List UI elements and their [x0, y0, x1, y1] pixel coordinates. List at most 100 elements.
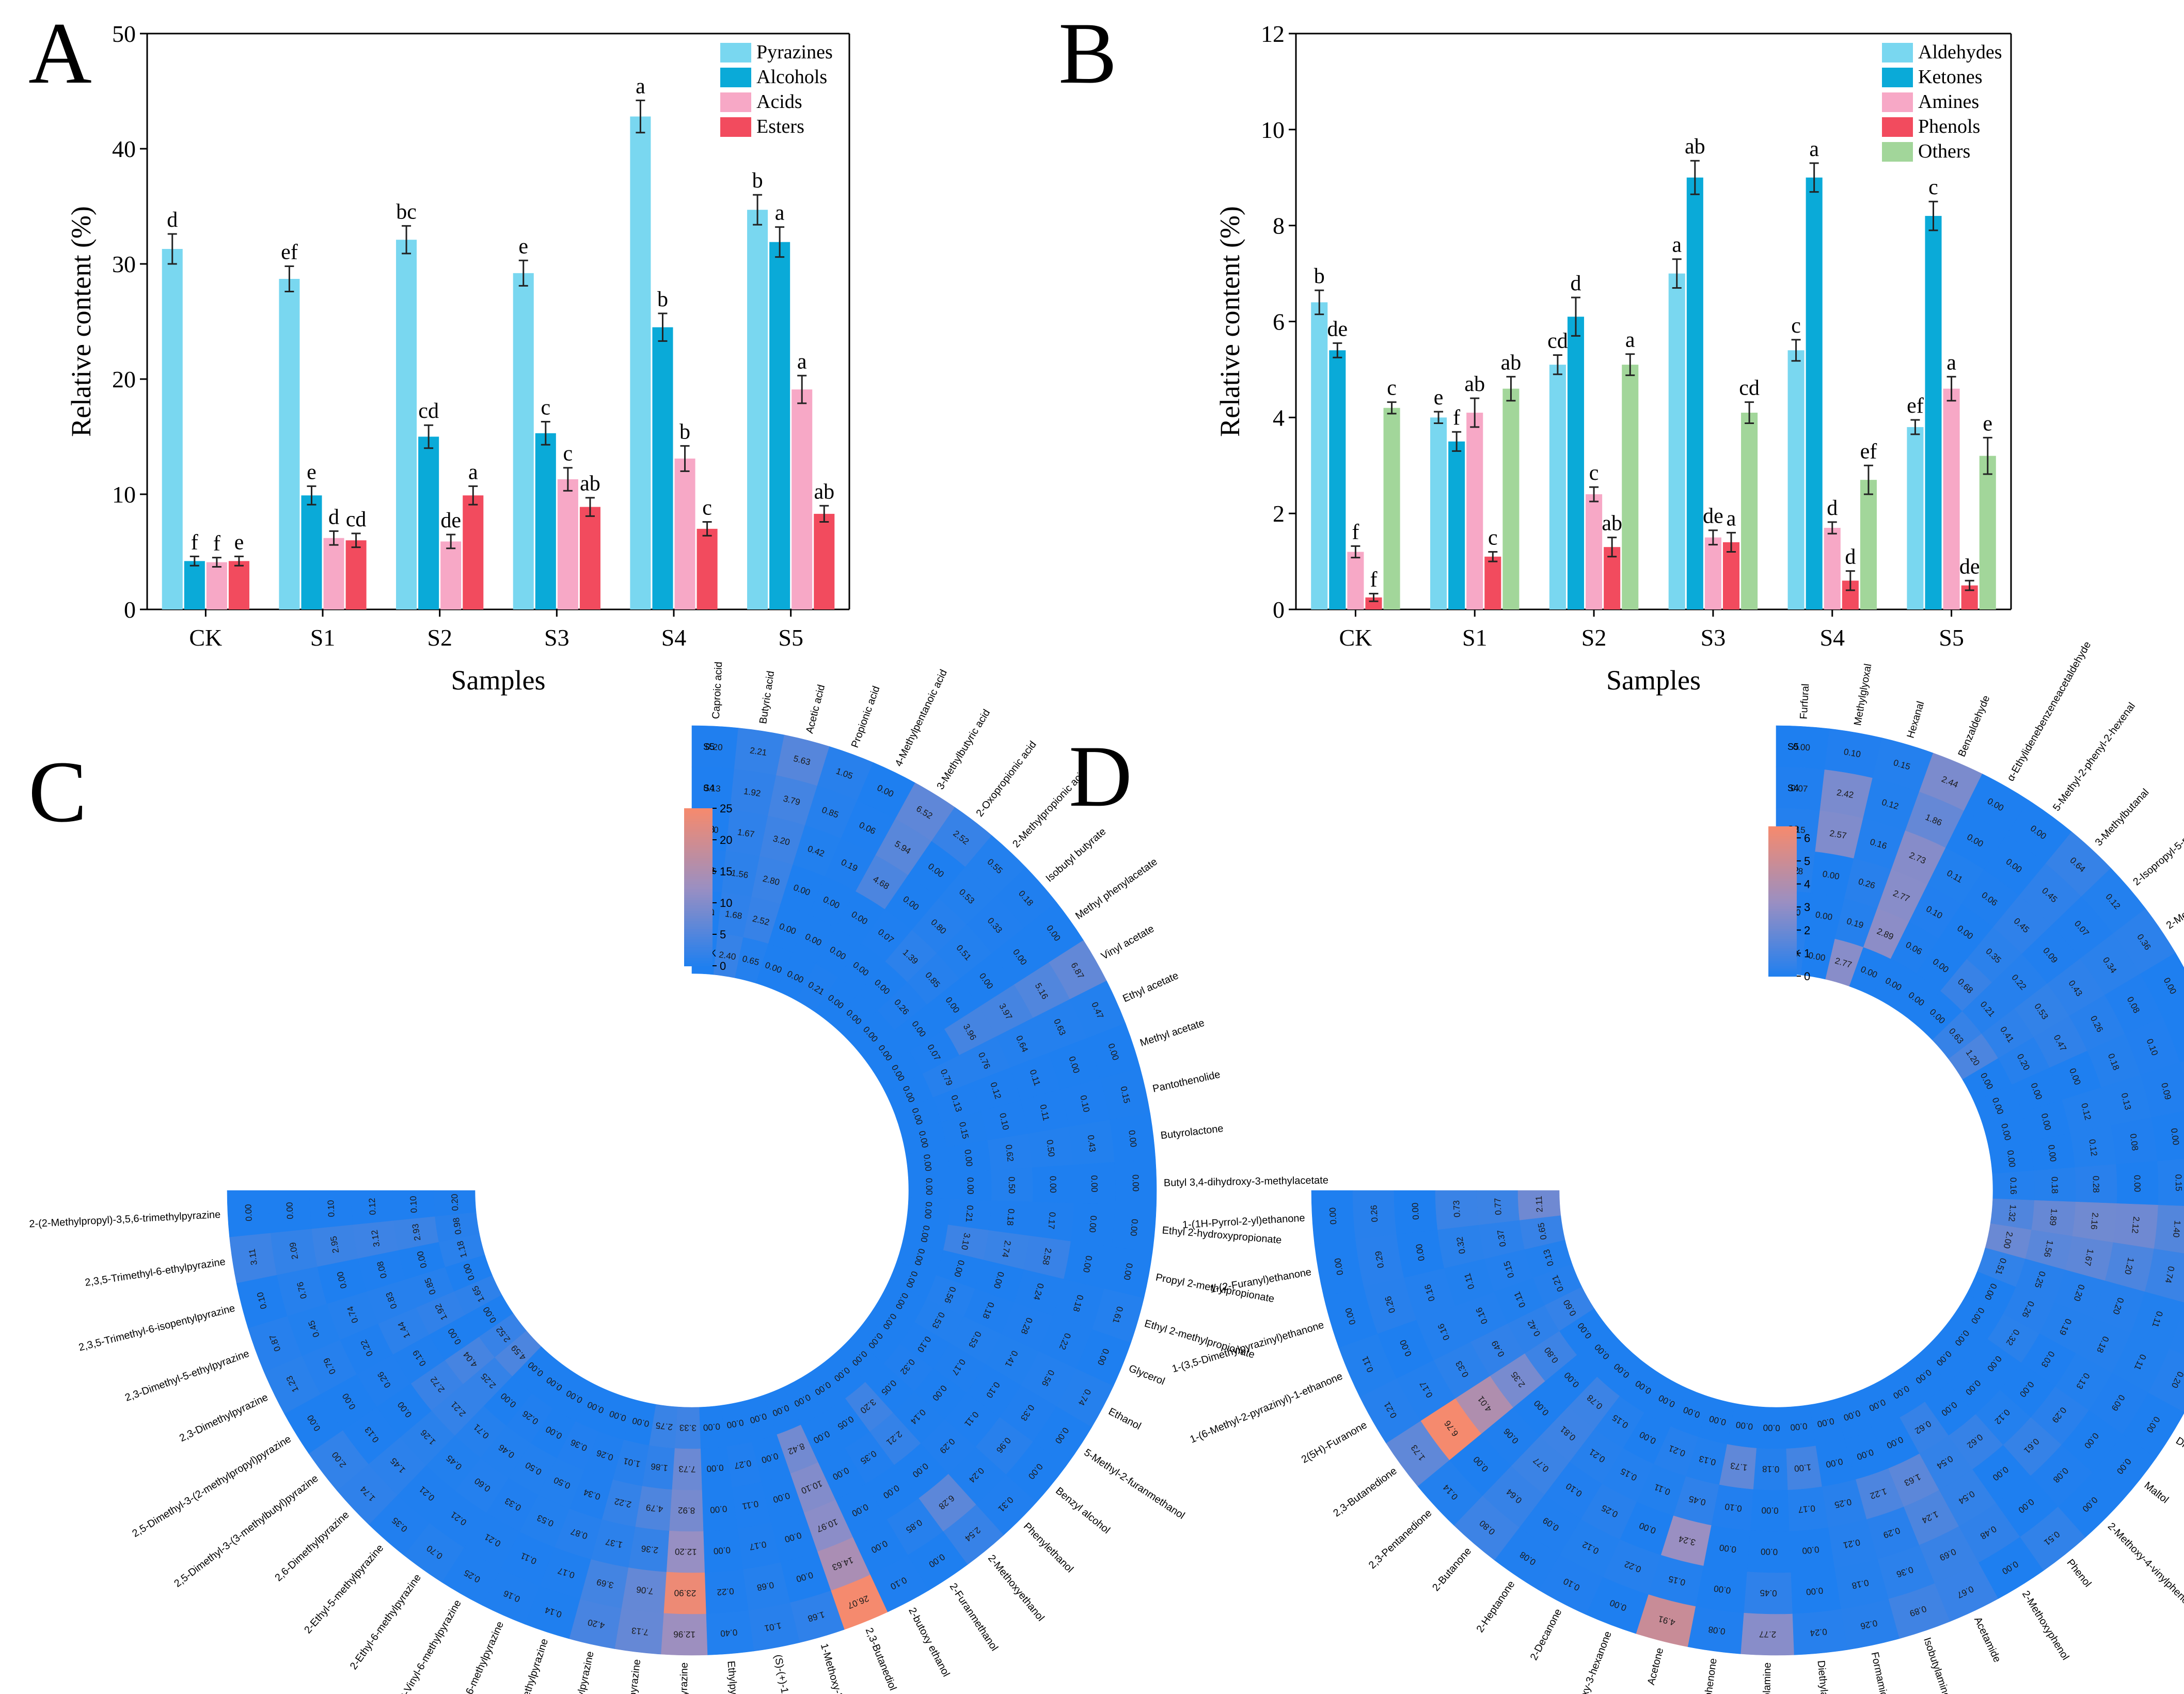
panel-c-colorbar-segment: [684, 942, 713, 946]
panel-c-compound-label-ethylpyrazine: Ethylpyrazine: [725, 1660, 741, 1694]
panel-c-heat-value: 0.00: [706, 1463, 724, 1474]
panel-c-colorbar-segment: [684, 813, 713, 817]
panel-d-compound-label-isobutylamine: Isobutylamine: [1921, 1636, 1952, 1694]
panel-d-colorbar-segment: [1768, 961, 1797, 964]
panel-c-colorbar-segment: [684, 816, 713, 820]
panel-letter-d: D: [1069, 728, 1132, 825]
panel-d-heat-value: 0.17: [1798, 1503, 1816, 1515]
panel-c-ring-label-s5: S5: [703, 742, 715, 752]
panel-c-compound-label-s-1-2-propanediol: (S)-(+)-1,2-Propanediol: [772, 1654, 802, 1694]
panel-c-compound-label-2-methoxyethanol: 2-Methoxyethanol: [986, 1552, 1047, 1623]
panel-d-colorbar-segment: [1768, 828, 1797, 832]
panel-d-colorbar-segment: [1768, 906, 1797, 909]
panel-d-heat-value: 0.26: [1369, 1205, 1380, 1222]
panel-a-bar-alcohols-s3: [535, 433, 556, 609]
panel-b-x-axis-label: Samples: [1606, 665, 1701, 696]
panel-c-compound-label-tetramethylpyrazine: Tetramethylpyrazine: [677, 1662, 690, 1694]
panel-a-bar-acids-s2: [440, 541, 462, 609]
panel-d-heat-value: 1.00: [1794, 1462, 1812, 1473]
panel-a-bar-alcohols-ck: [184, 561, 205, 609]
panel-c-compound-label-2-3-dimethylpyrazine: 2,3-Dimethylpyrazine: [178, 1392, 270, 1445]
panel-c-colorbar-segment: [684, 855, 713, 859]
panel-d-heat-cell: [1517, 1190, 1561, 1220]
panel-c-heat-value: 0.18: [1005, 1208, 1016, 1226]
panel-b-significance-letter: de: [1703, 505, 1723, 528]
panel-a-legend-label-esters: Esters: [756, 116, 804, 137]
panel-d-heat-value: 0.00: [1790, 1421, 1808, 1432]
panel-d-colorbar-segment: [1768, 831, 1797, 835]
panel-c-colorbar-segment: [684, 837, 713, 840]
panel-c-heat-value: 2.21: [749, 745, 768, 758]
panel-d-compound-label-ethylidenebenzeneacetaldehyde: α-Ethylidenebenzeneacetaldehyde: [2005, 639, 2093, 783]
panel-d-colorbar-tick-label: 3: [1804, 901, 1810, 914]
panel-d-compound-label-2-5h-furanone: 2(5H)-Furanone: [1300, 1419, 1369, 1465]
panel-d-colorbar-segment: [1768, 974, 1797, 977]
panel-c-compound-label-2-isopentyl-6-methylpyrazine: 2-Isopentyl-6-methylpyrazine: [442, 1620, 506, 1694]
panel-b-significance-letter: ef: [1860, 440, 1877, 463]
panel-a-bar-esters-s3: [579, 507, 600, 609]
panel-a-bar-pyrazines-s1: [279, 278, 300, 609]
panel-d-colorbar-tick-label: 0: [1804, 970, 1810, 983]
panel-c-compound-label-acetic-acid: Acetic acid: [804, 683, 827, 734]
panel-d-heat-value: 0.24: [1810, 1627, 1828, 1638]
panel-c-compound-label-2-butoxy-ethanol: 2-butoxy ethanol: [906, 1606, 952, 1679]
panel-a-significance-letter: a: [468, 460, 478, 484]
panel-c-colorbar-segment: [684, 850, 713, 854]
panel-c-heat-value: 1.67: [737, 827, 755, 840]
panel-c-compound-label-methyl-phenylacetate: Methyl phenylacetate: [1073, 856, 1160, 921]
panel-d-colorbar-segment: [1768, 968, 1797, 972]
panel-c-colorbar-segment: [684, 882, 713, 885]
panel-a-significance-letter: e: [234, 530, 244, 554]
panel-b-significance-letter: e: [1434, 386, 1444, 410]
panel-a-significance-letter: f: [213, 532, 220, 556]
panel-c-heat-value: 12.96: [673, 1629, 695, 1640]
panel-c-colorbar-segment: [684, 950, 713, 953]
panel-c-compound-label-isobutyl-butyrate: Isobutyl butyrate: [1043, 826, 1108, 884]
panel-d-heat-value: 0.28: [2091, 1175, 2101, 1193]
panel-b-bar-aldehydes-s2: [1549, 365, 1566, 609]
panel-c-heat-value: 0.00: [709, 1503, 727, 1515]
panel-c-colorbar-segment: [684, 897, 713, 901]
panel-c-compound-label-2-ethyl-5-methylpyrazine: 2-Ethyl-5-methylpyrazine: [302, 1542, 386, 1636]
panel-d-colorbar-segment: [1768, 884, 1797, 887]
panel-b-bar-aldehydes-s3: [1668, 273, 1685, 609]
panel-b-significance-letter: c: [1928, 176, 1938, 199]
panel-c-colorbar-segment: [684, 871, 713, 875]
panel-a-legend-label-pyrazines: Pyrazines: [756, 41, 833, 63]
panel-b-y-tick-label: 6: [1273, 309, 1285, 335]
panel-d-colorbar-segment: [1768, 901, 1797, 904]
panel-c-heat-value: 1.92: [743, 786, 762, 798]
panel-a-bar-alcohols-s4: [652, 327, 673, 609]
panel-d-compound-label-acetone: Acetone: [1645, 1646, 1666, 1686]
panel-c-colorbar-tick-label: 5: [720, 928, 726, 941]
panel-c-colorbar-segment: [684, 842, 713, 846]
panel-a-significance-letter: c: [541, 396, 550, 420]
panel-b-significance-letter: ab: [1464, 372, 1485, 396]
panel-c-heat-value: 0.00: [966, 1177, 976, 1194]
panel-a-legend-label-acids: Acids: [756, 91, 802, 113]
panel-c-heat-value: 0.00: [284, 1202, 295, 1219]
panel-d-heat-value: 0.00: [1761, 1547, 1778, 1557]
panel-d-compound-label-furfural: Furfural: [1798, 683, 1812, 719]
panel-d-colorbar-segment: [1768, 846, 1797, 850]
panel-b-significance-letter: ef: [1907, 394, 1924, 418]
panel-a-x-tick-label: CK: [189, 624, 222, 651]
panel-c-colorbar-segment: [684, 876, 713, 880]
panel-a-bar-alcohols-s2: [418, 436, 439, 609]
panel-c-heat-value: 3.33: [679, 1423, 697, 1433]
panel-c-heat-value: 1.68: [724, 909, 743, 921]
panel-d-compound-label-formamide: Formamide: [1869, 1651, 1891, 1694]
panel-b-y-tick-label: 8: [1273, 213, 1285, 239]
panel-c-colorbar-segment: [684, 923, 713, 927]
panel-d-colorbar-tick-label: 4: [1804, 878, 1810, 891]
panel-a-x-tick-label: S5: [778, 624, 803, 651]
panel-d-colorbar-segment: [1768, 963, 1797, 967]
panel-d-heat-value: 0.00: [1802, 1544, 1820, 1556]
panel-c-heat-value: 2.75: [655, 1420, 673, 1432]
panel-d-colorbar-segment: [1768, 834, 1797, 837]
panel-d-colorbar-segment: [1768, 888, 1797, 892]
panel-d-heat-value: 0.10: [1724, 1501, 1743, 1513]
panel-d-colorbar-segment: [1768, 916, 1797, 919]
panel-d-compound-label-dimethyl-trisulfide: Dimethyl trisulfide: [2174, 1435, 2184, 1488]
panel-c-colorbar-segment: [684, 947, 713, 951]
